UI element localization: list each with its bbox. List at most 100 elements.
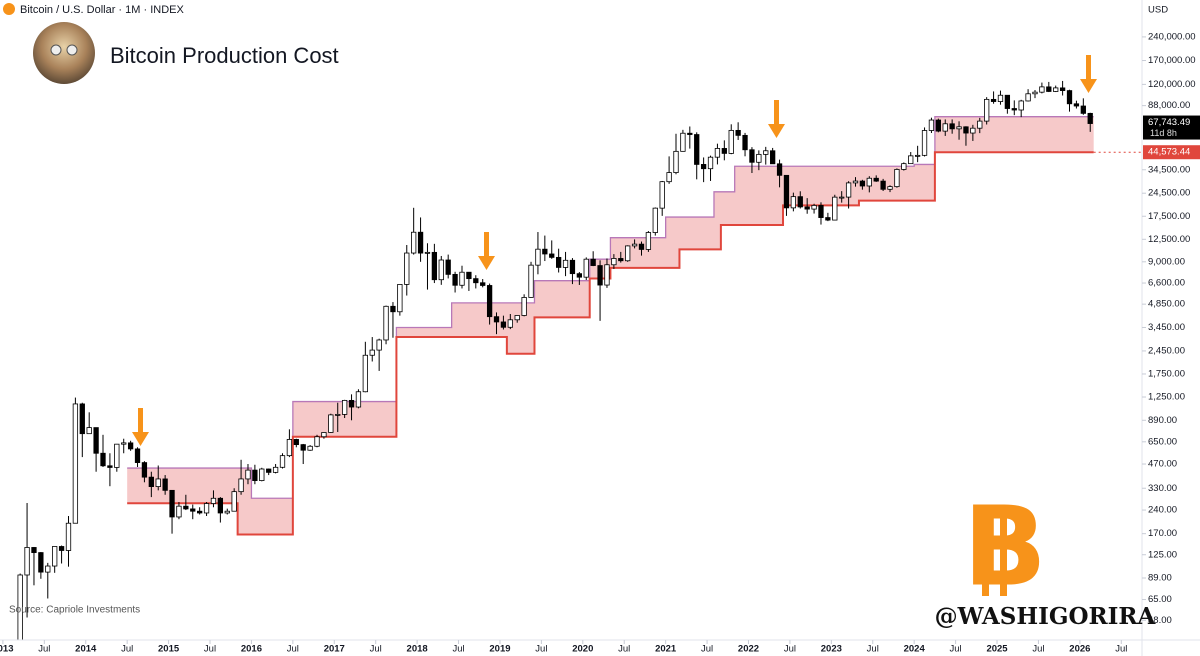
y-tick-label: 3,450.00 (1148, 322, 1185, 333)
candle-body (314, 436, 320, 447)
candle-body (355, 391, 362, 408)
candle-body (424, 251, 431, 254)
avatar-detail (66, 44, 78, 56)
y-tick-label: 240,000.00 (1148, 31, 1196, 42)
x-tick-label: Jul (121, 644, 133, 655)
candle-body (914, 154, 921, 157)
candle-body (341, 399, 348, 415)
symbol: Bitcoin / U.S. Dollar · 1M · INDEX (20, 4, 184, 16)
candle-body (521, 297, 527, 316)
candle-body (286, 439, 293, 457)
y-tick-label: 120,000.00 (1148, 79, 1196, 90)
arrow (1080, 55, 1097, 93)
candle-body (65, 522, 72, 551)
candle-body (279, 455, 286, 468)
candle-body (238, 478, 244, 493)
x-tick-label: Jul (950, 644, 962, 655)
logo-letter: B (963, 482, 1047, 610)
candle-body (963, 126, 969, 134)
candle-body (293, 439, 299, 446)
candle-body (362, 354, 368, 393)
candle-body (901, 163, 907, 170)
avatar (33, 22, 95, 84)
candle-body (997, 94, 1004, 102)
candle-body (328, 414, 334, 433)
x-tick-label: Jul (1032, 644, 1044, 655)
bitcoin-logo: B (963, 482, 1047, 610)
candle-body (45, 565, 51, 573)
y-tick-label: 330.00 (1148, 483, 1177, 494)
y-tick-label: 1,250.00 (1148, 392, 1185, 403)
candle-body (700, 164, 707, 170)
candle-body (72, 403, 79, 524)
candle-body (383, 305, 389, 341)
candle-body (17, 574, 23, 640)
cost-marker-label: 44,573.44 (1148, 147, 1190, 158)
candle-body (1004, 94, 1011, 109)
candle-body (376, 339, 382, 351)
y-tick-label: 88,000.00 (1148, 100, 1190, 111)
x-tick-label: 2025 (986, 644, 1008, 655)
price-marker-label: 67,743.49 (1148, 117, 1190, 128)
currency: USD (1148, 5, 1168, 16)
candle-body (638, 243, 645, 250)
candle-body (797, 196, 803, 208)
y-tick-label: 170,000.00 (1148, 55, 1196, 66)
arrow (768, 100, 785, 138)
y-tick-label: 2,450.00 (1148, 345, 1185, 356)
candle-body (707, 156, 714, 170)
candle-body (266, 468, 272, 473)
candle-body (535, 248, 541, 266)
x-tick-label: 2023 (821, 644, 842, 655)
candle-body (908, 155, 914, 165)
x-tick-label: Jul (535, 644, 547, 655)
y-tick-label: 890.00 (1148, 415, 1177, 426)
candle-body (1011, 108, 1017, 111)
candle-body (493, 316, 500, 323)
y-tick-label: 12,500.00 (1148, 234, 1190, 245)
upper-cost-line (127, 116, 1094, 499)
candle-body (162, 478, 168, 491)
candle-body (231, 491, 237, 512)
candle-body (583, 258, 589, 278)
candle-body (970, 127, 976, 134)
x-tick-label: Jul (784, 644, 796, 655)
x-tick-label: 2024 (904, 644, 926, 655)
candle-body (556, 256, 562, 268)
candle-body (466, 271, 472, 280)
x-tick-label: 2016 (241, 644, 262, 655)
candle-body (52, 546, 58, 567)
candle-body (38, 552, 44, 573)
cost-marker-box (1143, 145, 1200, 160)
candle-body (1018, 100, 1024, 111)
candle-body (721, 148, 727, 154)
candle-body (183, 505, 189, 510)
candle-body (438, 259, 444, 281)
y-tick-label: 4,850.00 (1148, 299, 1185, 310)
candle-body (217, 497, 224, 514)
candle-body (514, 315, 520, 321)
candle-body (348, 399, 355, 408)
candle-body (507, 319, 513, 328)
plot-area (17, 80, 1094, 640)
candle-body (93, 427, 99, 454)
candle-body (714, 148, 721, 158)
candle-body (659, 181, 665, 209)
candle-body (645, 232, 652, 250)
candle-body (811, 205, 817, 210)
candle-body (776, 163, 783, 176)
candle-body (58, 546, 65, 551)
candle-body (452, 273, 458, 286)
candle-body (845, 182, 852, 198)
cost-band (127, 116, 1094, 535)
x-tick-label: 2018 (407, 644, 428, 655)
candle-body (852, 180, 859, 184)
arrows (132, 55, 1097, 446)
y-tick-label: 240.00 (1148, 505, 1177, 516)
x-tick-label: 2019 (489, 644, 510, 655)
candle-body (783, 174, 790, 209)
candle-body (1039, 86, 1045, 93)
candle-body (203, 503, 210, 514)
candle-body (756, 153, 762, 163)
